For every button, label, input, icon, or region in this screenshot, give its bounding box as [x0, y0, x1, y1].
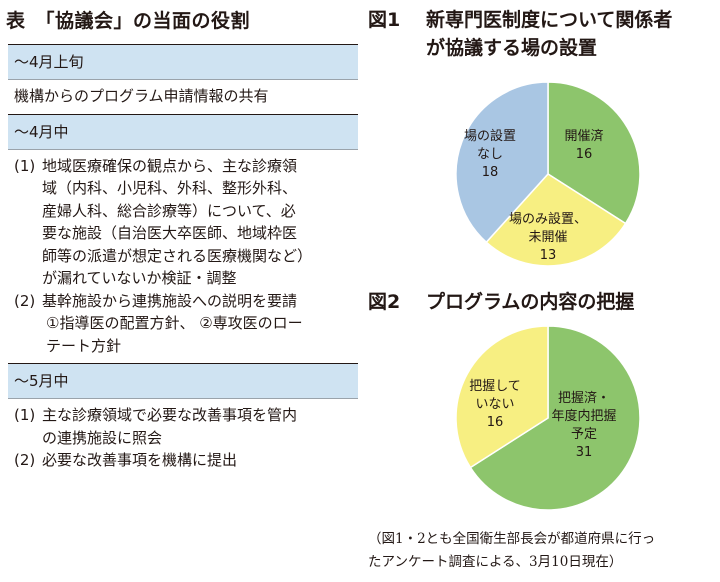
item-text: 地域医療確保の観点から、主な診療領 域（内科、小児科、外科、整形外科、 産婦人科、総…: [42, 155, 352, 290]
item-text-line: 域（内科、小児科、外科、整形外科、: [42, 179, 298, 197]
slice-label-line: なし: [477, 147, 503, 162]
item-text-line: 主な診療領域で必要な改善事項を管内: [42, 406, 298, 424]
slice-label-line: 18: [482, 165, 499, 180]
slice-label: 場のみ設置、未開催 13: [509, 211, 587, 263]
item-text: 機構からのプログラム申請情報の共有: [14, 85, 352, 108]
slice-label-line: 場のみ設置、: [509, 211, 587, 227]
slice-label: 把握していない 16: [469, 379, 521, 430]
figure1-number: 図1: [368, 9, 401, 31]
figure2-pie-chart: 把握済・年度内把握予定 31 把握していない 16: [455, 325, 641, 511]
item-text-line: の連携施設に照会: [42, 428, 163, 447]
item-text-line: テート方針: [46, 336, 122, 355]
item-text-line: が漏れていないか検証・調整: [42, 269, 237, 287]
item-text-line: 産婦人科、総合診療等）について、必: [42, 201, 296, 220]
slice-label-line: 予定: [571, 427, 597, 442]
slice-label-line: 場の設置: [464, 128, 516, 144]
pie-slice: [455, 81, 549, 244]
period-content: (1) 主な診療領域で必要な改善事項を管内 の連携施設に照会 (2) 必要な改善事項を機…: [8, 399, 358, 478]
item-number: (2): [14, 291, 36, 310]
figure2-number: 図2: [368, 291, 401, 313]
slice-label-line: 31: [576, 445, 593, 460]
period-header: 〜4月上旬: [8, 44, 358, 80]
item-text-line: 要な施設（自治医大卒医師、地域枠医: [42, 224, 298, 242]
slice-label-line: 未開催: [528, 230, 567, 245]
table-item: (1) 地域医療確保の観点から、主な診療領 域（内科、小児科、外科、整形外科、 産婦人…: [14, 155, 352, 290]
table-title: 表 「協議会」の当面の役割: [6, 10, 251, 32]
item-text: 必要な改善事項を機構に提出: [42, 449, 352, 472]
item-text-line: 機構からのプログラム申請情報の共有: [14, 87, 269, 105]
table-item: (1) 主な診療領域で必要な改善事項を管内 の連携施設に照会: [14, 404, 352, 449]
source-note-line: （図1・2とも全国衛生部長会が都道府県に行っ: [368, 531, 656, 547]
slice-label-line: 年度内把握: [551, 408, 616, 424]
item-text-line: 地域医療確保の観点から、主な診療領: [42, 156, 298, 175]
item-number: (2): [14, 451, 36, 469]
slice-label-line: 16: [576, 147, 593, 162]
source-note: （図1・2とも全国衛生部長会が都道府県に行っ たアンケート調査による、3月10日…: [368, 528, 655, 574]
item-text-line: 師等の派遣が想定される医療機関など）: [42, 246, 313, 265]
figure1-title: 図1 新専門医制度について関係者 が協議する場の設置: [368, 6, 672, 62]
pie-slice: [469, 325, 641, 511]
slice-label: 把握済・年度内把握予定 31: [551, 390, 616, 460]
slice-label-line: いない: [475, 397, 514, 412]
slice-label: 場の設置なし 18: [464, 128, 516, 180]
item-text-line: ①指導医の配置方針、 ②専攻医のロー: [46, 314, 303, 332]
figure1-title-line: 新専門医制度について関係者: [426, 9, 673, 31]
item-text-line: 必要な改善事項を機構に提出: [42, 451, 238, 469]
source-note-line: たアンケート調査による、3月10日現在）: [368, 554, 623, 570]
pie-slice: [485, 173, 627, 267]
figure2-title-line: プログラムの内容の把握: [426, 291, 635, 313]
slice-label-line: 16: [487, 415, 504, 430]
item-text: 主な診療領域で必要な改善事項を管内 の連携施設に照会: [42, 404, 352, 449]
figure1-pie-chart: 開催済 16 場のみ設置、未開催 13 場の設置なし 18: [455, 81, 641, 267]
slice-label-line: 把握して: [469, 379, 521, 394]
period-content: 機構からのプログラム申請情報の共有: [8, 80, 358, 114]
slice-label: 開催済 16: [564, 128, 603, 162]
pie-slice: [455, 325, 549, 469]
item-text-line: 基幹施設から連携施設への説明を要請: [42, 291, 298, 310]
slice-label-line: 開催済: [564, 128, 603, 144]
period-header: 〜5月中: [8, 363, 358, 399]
period-header: 〜4月中: [8, 113, 358, 150]
roles-table: 〜4月上旬機構からのプログラム申請情報の共有〜4月中 (1) 地域医療確保の観点から…: [8, 44, 358, 478]
slice-label-line: 把握済・: [558, 390, 610, 406]
figure1-title-line: が協議する場の設置: [426, 37, 598, 59]
item-text: 基幹施設から連携施設への説明を要請 ①指導医の配置方針、 ②専攻医のロー テート方針: [42, 290, 352, 358]
figure2-title: 図2 プログラムの内容の把握: [368, 288, 634, 316]
item-number: (1): [14, 156, 36, 175]
item-number: (1): [14, 406, 36, 424]
table-item: (2) 必要な改善事項を機構に提出: [14, 449, 352, 472]
slice-label-line: 13: [540, 248, 557, 263]
period-content: (1) 地域医療確保の観点から、主な診療領 域（内科、小児科、外科、整形外科、 産婦人…: [8, 150, 358, 364]
table-item: (2) 基幹施設から連携施設への説明を要請 ①指導医の配置方針、 ②専攻医のロー テー…: [14, 290, 352, 358]
table-item: 機構からのプログラム申請情報の共有: [14, 85, 352, 108]
